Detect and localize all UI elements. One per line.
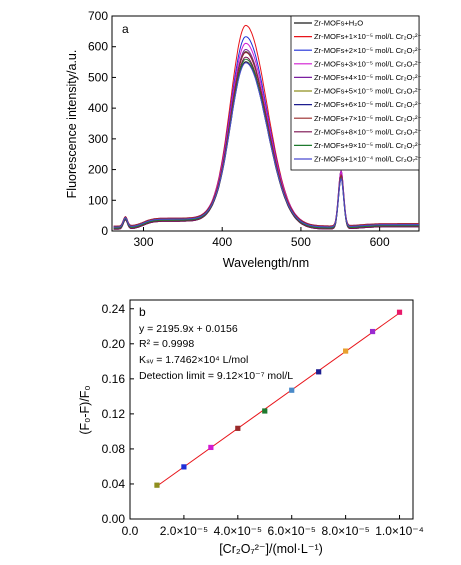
panel-a-y-tick-label-2: 100 xyxy=(88,193,108,207)
panel-b-fit-line xyxy=(156,312,400,487)
panel-b-y-tick-label-3: 0.08 xyxy=(102,442,126,456)
legend-label-8: Zr-MOFs+7×10⁻⁵ mol/L Cr₂O₇²⁻ xyxy=(314,114,422,123)
legend-label-5: Zr-MOFs+4×10⁻⁵ mol/L Cr₂O₇²⁻ xyxy=(314,73,422,82)
data-point-1 xyxy=(154,482,160,488)
panel-a-y-tick-label-3: 200 xyxy=(88,163,108,177)
panel-a-x-ticks: 300 400 500 600 xyxy=(133,227,390,249)
legend-label-4: Zr-MOFs+3×10⁻⁵ mol/L Cr₂O₇²⁻ xyxy=(314,59,422,68)
legend-label-11: Zr-MOFs+1×10⁻⁴ mol/L Cr₂O₇²⁻ xyxy=(314,155,422,164)
data-point-9 xyxy=(369,328,376,335)
data-point-5 xyxy=(262,408,268,414)
panel-a-x-tick-label-2: 400 xyxy=(212,235,232,249)
panel-b-x-tick-label-6: 1.0×10⁻⁴ xyxy=(375,524,424,538)
panel-b-x-tick-label-2: 2.0×10⁻⁵ xyxy=(160,524,208,538)
panel-b-x-tick-label-4: 6.0×10⁻⁵ xyxy=(268,524,316,538)
panel-b-x-ticks: 0.0 2.0×10⁻⁵ 4.0×10⁻⁵ 6.0×10⁻⁵ 8.0×10⁻⁵ 1.0×1… xyxy=(122,515,424,538)
panel-a-y-tick-label-1: 0 xyxy=(101,224,108,238)
panel-a-y-ticks: 0 100 200 300 400 500 600 700 xyxy=(88,9,116,238)
panel-b-r-squared: R² = 0.9998 xyxy=(139,338,194,350)
panel-a-x-tick-label-1: 300 xyxy=(133,235,153,249)
data-point-7 xyxy=(316,369,322,375)
legend-label-9: Zr-MOFs+8×10⁻⁵ mol/L Cr₂O₇²⁻ xyxy=(314,127,422,136)
panel-a-y-tick-label-8: 700 xyxy=(88,9,108,23)
panel-b-points xyxy=(154,309,403,488)
panel-b-y-tick-label-5: 0.16 xyxy=(102,372,126,386)
legend-label-10: Zr-MOFs+9×10⁻⁵ mol/L Cr₂O₇²⁻ xyxy=(314,141,422,150)
data-point-2 xyxy=(181,464,187,470)
panel-b-plot-frame xyxy=(129,299,414,520)
panel-b-y-tick-label-2: 0.04 xyxy=(102,477,126,491)
data-point-4 xyxy=(235,425,241,431)
panel-a-legend-box xyxy=(290,15,420,171)
legend-label-7: Zr-MOFs+6×10⁻⁵ mol/L Cr₂O₇²⁻ xyxy=(314,100,422,109)
panel-a-y-axis-title: Fluorescence intensity/a.u. xyxy=(65,50,79,199)
panel-a-x-axis-title: Wavelength/nm xyxy=(223,256,309,270)
panel-b-y-tick-label-6: 0.20 xyxy=(102,337,126,351)
panel-b-letter: b xyxy=(139,305,146,319)
panel-a-letter: a xyxy=(122,22,129,36)
panel-b-y-tick-label-4: 0.12 xyxy=(102,407,126,421)
legend-label-2: Zr-MOFs+1×10⁻⁵ mol/L Cr₂O₇²⁻ xyxy=(314,32,422,41)
panel-b-x-tick-label-1: 0.0 xyxy=(122,524,139,538)
panel-b-x-axis-title: [Cr₂O₇²⁻]/(mol·L⁻¹) xyxy=(219,542,323,556)
spectrum-line-8 xyxy=(113,51,419,227)
panel-a-y-tick-label-6: 500 xyxy=(88,70,108,84)
data-point-3 xyxy=(208,444,214,451)
panel-b-y-tick-label-1: 0.00 xyxy=(102,512,126,526)
data-point-8 xyxy=(343,348,349,354)
data-point-6 xyxy=(289,387,295,393)
panel-b-ksv: Kₛᵥ = 1.7462×10⁴ L/mol xyxy=(139,354,248,366)
panel-a-curves xyxy=(113,24,419,230)
spectrum-line-11 xyxy=(113,62,419,228)
panel-b-equation: y = 2195.9x + 0.0156 xyxy=(139,323,238,335)
panel-b-x-tick-label-5: 8.0×10⁻⁵ xyxy=(321,524,369,538)
legend-label-3: Zr-MOFs+2×10⁻⁵ mol/L Cr₂O₇²⁻ xyxy=(314,46,422,55)
panel-a-y-tick-label-5: 400 xyxy=(88,101,108,115)
panel-b-x-tick-label-3: 4.0×10⁻⁵ xyxy=(214,524,262,538)
data-point-10 xyxy=(396,309,403,315)
panel-a-y-tick-label-7: 600 xyxy=(88,40,108,54)
legend-label-1: Zr-MOFs+H₂O xyxy=(314,19,363,28)
panel-a: a 300 400 500 600 0 100 200 300 400 500 600 700 Wa… xyxy=(65,9,422,270)
panel-a-x-tick-label-3: 500 xyxy=(291,235,311,249)
panel-b: b 0.0 2.0×10⁻⁵ 4.0×10⁻⁵ 6.0×10⁻⁵ 8.0×10⁻⁵ 1.0… xyxy=(78,299,424,556)
panel-a-y-tick-label-4: 300 xyxy=(88,132,108,146)
panel-b-y-tick-label-7: 0.24 xyxy=(102,302,126,316)
panel-a-legend: Zr-MOFs+H₂O Zr-MOFs+1×10⁻⁵ mol/L Cr₂O₇²⁻ Z… xyxy=(290,15,422,171)
panel-b-y-ticks: 0.00 0.04 0.08 0.12 0.16 0.20 0.24 xyxy=(102,302,134,526)
legend-label-6: Zr-MOFs+5×10⁻⁵ mol/L Cr₂O₇²⁻ xyxy=(314,87,422,96)
panel-b-y-axis-title: (F₀-F)/F₀ xyxy=(78,385,92,434)
panel-b-detection-limit: Detection limit = 9.12×10⁻⁷ mol/L xyxy=(139,370,293,382)
panel-a-x-tick-label-4: 600 xyxy=(370,235,390,249)
